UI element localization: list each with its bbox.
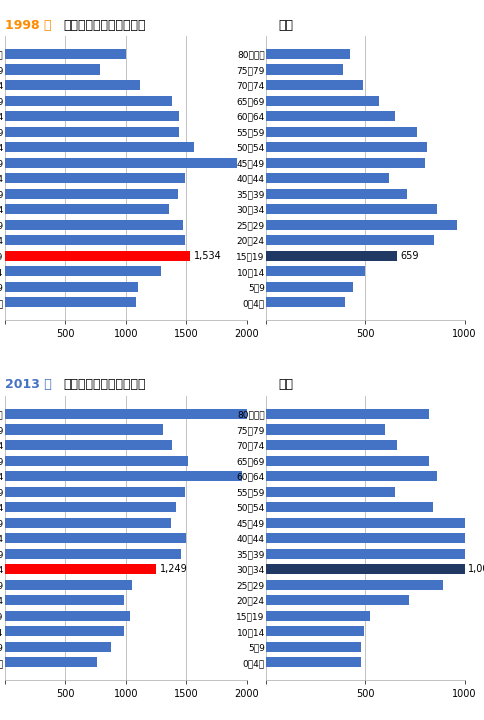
Bar (5, 235, 185, 246)
Bar (266, 626, 364, 636)
Text: 2013 年: 2013 年 (5, 378, 52, 391)
Bar (266, 440, 397, 450)
Bar (5, 533, 186, 544)
Bar (266, 251, 397, 261)
Bar (266, 502, 433, 512)
Bar (266, 642, 362, 652)
Bar (266, 564, 465, 575)
Bar (266, 611, 370, 621)
Bar (266, 142, 427, 152)
Bar (266, 204, 437, 215)
Text: 東京: 東京 (278, 378, 293, 391)
Bar (266, 173, 389, 184)
Bar (5, 80, 140, 90)
Bar (5, 471, 242, 481)
Text: 659: 659 (400, 251, 419, 261)
Bar (266, 297, 345, 307)
Bar (266, 657, 362, 667)
Bar (5, 487, 185, 497)
Bar (5, 65, 101, 75)
Bar (5, 564, 156, 575)
Bar (266, 580, 443, 590)
Bar (5, 440, 172, 450)
Text: 北海道・東北・甲信越: 北海道・東北・甲信越 (63, 19, 145, 32)
Bar (5, 611, 130, 621)
Bar (5, 642, 111, 652)
Bar (5, 626, 124, 636)
Text: 1998 年: 1998 年 (5, 19, 51, 32)
Bar (5, 580, 133, 590)
Bar (266, 49, 349, 59)
Bar (5, 425, 164, 435)
Bar (5, 518, 171, 528)
Bar (5, 409, 254, 419)
Bar (266, 65, 343, 75)
Bar (5, 189, 178, 199)
Bar (266, 282, 352, 292)
Bar (5, 220, 183, 230)
Bar (5, 297, 136, 307)
Bar (5, 142, 194, 152)
Bar (266, 235, 434, 246)
Bar (266, 80, 363, 90)
Bar (266, 158, 425, 168)
Bar (266, 220, 457, 230)
Bar (5, 251, 191, 261)
Bar (5, 96, 172, 106)
Bar (266, 266, 365, 276)
Bar (5, 173, 185, 184)
Bar (5, 266, 161, 276)
Bar (266, 549, 483, 559)
Bar (5, 282, 138, 292)
Bar (266, 425, 385, 435)
Bar (5, 111, 179, 121)
Text: 北海道・東北・甲信越: 北海道・東北・甲信越 (63, 378, 145, 391)
Bar (5, 456, 188, 466)
Bar (5, 158, 237, 168)
Bar (266, 471, 437, 481)
Text: 1,001: 1,001 (468, 564, 484, 575)
Bar (5, 127, 179, 137)
Bar (266, 456, 429, 466)
Bar (5, 595, 124, 606)
Bar (266, 518, 465, 528)
Text: 1,249: 1,249 (160, 564, 187, 575)
Bar (266, 111, 395, 121)
Bar (266, 96, 379, 106)
Bar (266, 533, 484, 544)
Text: 東京: 東京 (278, 19, 293, 32)
Bar (5, 549, 181, 559)
Bar (5, 204, 169, 215)
Bar (266, 127, 417, 137)
Bar (5, 49, 126, 59)
Bar (266, 409, 429, 419)
Bar (5, 657, 97, 667)
Bar (266, 189, 407, 199)
Text: 1,534: 1,534 (194, 251, 222, 261)
Bar (266, 487, 395, 497)
Bar (266, 595, 409, 606)
Bar (5, 502, 176, 512)
